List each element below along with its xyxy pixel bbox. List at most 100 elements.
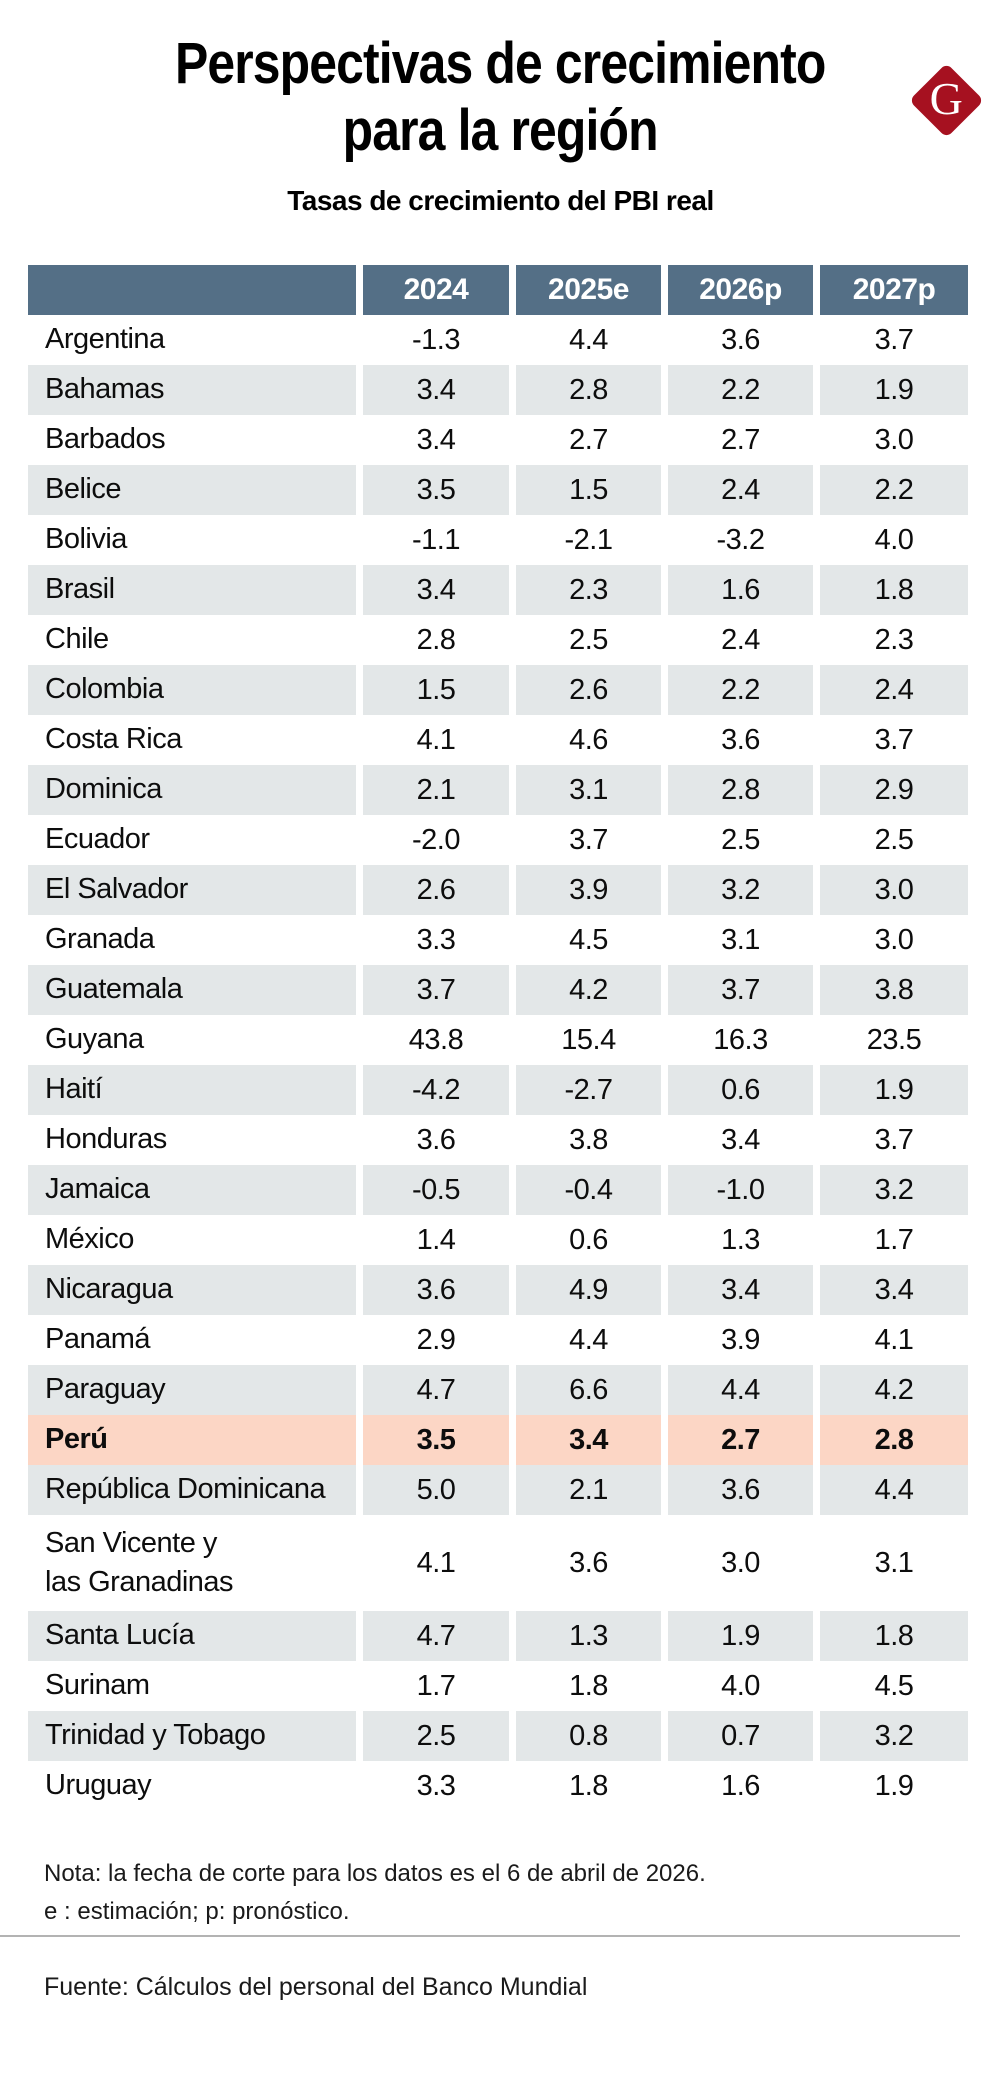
value-cell: 2.5 — [363, 1711, 509, 1761]
value-cell: 3.4 — [363, 565, 509, 615]
table-row: Honduras 3.6 3.8 3.4 3.7 — [28, 1115, 968, 1165]
value-cell: 3.2 — [820, 1165, 968, 1215]
table-row: México 1.4 0.6 1.3 1.7 — [28, 1215, 968, 1265]
value-cell: 3.5 — [363, 1415, 509, 1465]
value-cell: 3.6 — [668, 715, 813, 765]
value-cell: 2.2 — [820, 465, 968, 515]
page-title-line1: Perspectivas de crecimiento — [175, 31, 826, 96]
note-line-1: Nota: la fecha de corte para los datos e… — [44, 1860, 706, 1887]
value-cell: 1.7 — [820, 1215, 968, 1265]
value-cell: 5.0 — [363, 1465, 509, 1515]
country-cell: Jamaica — [28, 1165, 356, 1215]
value-cell: 2.2 — [668, 665, 813, 715]
country-cell: Panamá — [28, 1315, 356, 1365]
value-cell: -4.2 — [363, 1065, 509, 1115]
table-row: Guatemala 3.7 4.2 3.7 3.8 — [28, 965, 968, 1015]
value-cell: 3.8 — [516, 1115, 661, 1165]
page-title: Perspectivas de crecimiento para la regi… — [0, 30, 1001, 164]
divider — [0, 1935, 960, 1937]
value-cell: 43.8 — [363, 1015, 509, 1065]
value-cell: -2.1 — [516, 515, 661, 565]
value-cell: 1.6 — [668, 565, 813, 615]
country-cell: México — [28, 1215, 356, 1265]
country-cell: Uruguay — [28, 1761, 356, 1811]
country-cell: Barbados — [28, 415, 356, 465]
value-cell: 2.3 — [516, 565, 661, 615]
table-row: Dominica 2.1 3.1 2.8 2.9 — [28, 765, 968, 815]
value-cell: 4.1 — [363, 1515, 509, 1611]
country-cell: Nicaragua — [28, 1265, 356, 1315]
value-cell: 2.4 — [668, 615, 813, 665]
value-cell: 0.8 — [516, 1711, 661, 1761]
value-cell: 4.4 — [668, 1365, 813, 1415]
country-cell: Haití — [28, 1065, 356, 1115]
table-row: Guyana 43.8 15.4 16.3 23.5 — [28, 1015, 968, 1065]
country-cell: Paraguay — [28, 1365, 356, 1415]
value-cell: 4.7 — [363, 1365, 509, 1415]
value-cell: 1.8 — [820, 565, 968, 615]
value-cell: 0.6 — [516, 1215, 661, 1265]
table-row: Granada 3.3 4.5 3.1 3.0 — [28, 915, 968, 965]
value-cell: 0.6 — [668, 1065, 813, 1115]
chart-subtitle: Tasas de crecimiento del PBI real — [287, 185, 714, 216]
value-cell: 2.2 — [668, 365, 813, 415]
value-cell: 1.9 — [820, 1065, 968, 1115]
value-cell: 2.4 — [668, 465, 813, 515]
value-cell: 1.8 — [820, 1611, 968, 1661]
country-cell: Costa Rica — [28, 715, 356, 765]
table-header-row: 2024 2025e 2026p 2027p — [28, 265, 968, 315]
column-header-2027p: 2027p — [820, 265, 968, 315]
table-row: Ecuador -2.0 3.7 2.5 2.5 — [28, 815, 968, 865]
country-cell: República Dominicana — [28, 1465, 356, 1515]
value-cell: 2.7 — [668, 415, 813, 465]
value-cell: 3.1 — [516, 765, 661, 815]
value-cell: -2.7 — [516, 1065, 661, 1115]
table-row: Belice 3.5 1.5 2.4 2.2 — [28, 465, 968, 515]
value-cell: 1.9 — [668, 1611, 813, 1661]
value-cell: 3.6 — [516, 1515, 661, 1611]
value-cell: 2.8 — [820, 1415, 968, 1465]
value-cell: -3.2 — [668, 515, 813, 565]
value-cell: 4.0 — [820, 515, 968, 565]
value-cell: 3.0 — [820, 415, 968, 465]
table-row: San Vicente y las Granadinas 4.1 3.6 3.0 3.1 — [28, 1515, 968, 1611]
table-row: El Salvador 2.6 3.9 3.2 3.0 — [28, 865, 968, 915]
value-cell: 3.5 — [363, 465, 509, 515]
value-cell: 4.1 — [820, 1315, 968, 1365]
table-row: Costa Rica 4.1 4.6 3.6 3.7 — [28, 715, 968, 765]
notes-block: Nota: la fecha de corte para los datos e… — [44, 1855, 1001, 1931]
value-cell: -0.5 — [363, 1165, 509, 1215]
country-cell: El Salvador — [28, 865, 356, 915]
country-cell: Colombia — [28, 665, 356, 715]
value-cell: 1.4 — [363, 1215, 509, 1265]
table-row: Perú 3.5 3.4 2.7 2.8 — [28, 1415, 968, 1465]
value-cell: 4.2 — [820, 1365, 968, 1415]
value-cell: 2.7 — [668, 1415, 813, 1465]
value-cell: 2.8 — [363, 615, 509, 665]
value-cell: 2.6 — [363, 865, 509, 915]
value-cell: 2.5 — [820, 815, 968, 865]
value-cell: 3.7 — [820, 315, 968, 365]
value-cell: 3.7 — [820, 1115, 968, 1165]
value-cell: 3.9 — [668, 1315, 813, 1365]
table-row: Brasil 3.4 2.3 1.6 1.8 — [28, 565, 968, 615]
country-cell: Brasil — [28, 565, 356, 615]
table-row: Paraguay 4.7 6.6 4.4 4.2 — [28, 1365, 968, 1415]
table-row: Colombia 1.5 2.6 2.2 2.4 — [28, 665, 968, 715]
country-cell: Dominica — [28, 765, 356, 815]
page-title-line2: para la región — [342, 98, 659, 163]
value-cell: 1.5 — [516, 465, 661, 515]
table-row: República Dominicana 5.0 2.1 3.6 4.4 — [28, 1465, 968, 1515]
value-cell: 3.9 — [516, 865, 661, 915]
value-cell: 4.1 — [363, 715, 509, 765]
table-row: Santa Lucía 4.7 1.3 1.9 1.8 — [28, 1611, 968, 1661]
value-cell: 3.0 — [820, 915, 968, 965]
value-cell: 3.4 — [820, 1265, 968, 1315]
table-row: Barbados 3.4 2.7 2.7 3.0 — [28, 415, 968, 465]
value-cell: 2.1 — [363, 765, 509, 815]
source-text: Fuente: Cálculos del personal del Banco … — [44, 1973, 588, 2001]
value-cell: -1.0 — [668, 1165, 813, 1215]
country-cell: Ecuador — [28, 815, 356, 865]
table-row: Argentina -1.3 4.4 3.6 3.7 — [28, 315, 968, 365]
table-row: Jamaica -0.5 -0.4 -1.0 3.2 — [28, 1165, 968, 1215]
